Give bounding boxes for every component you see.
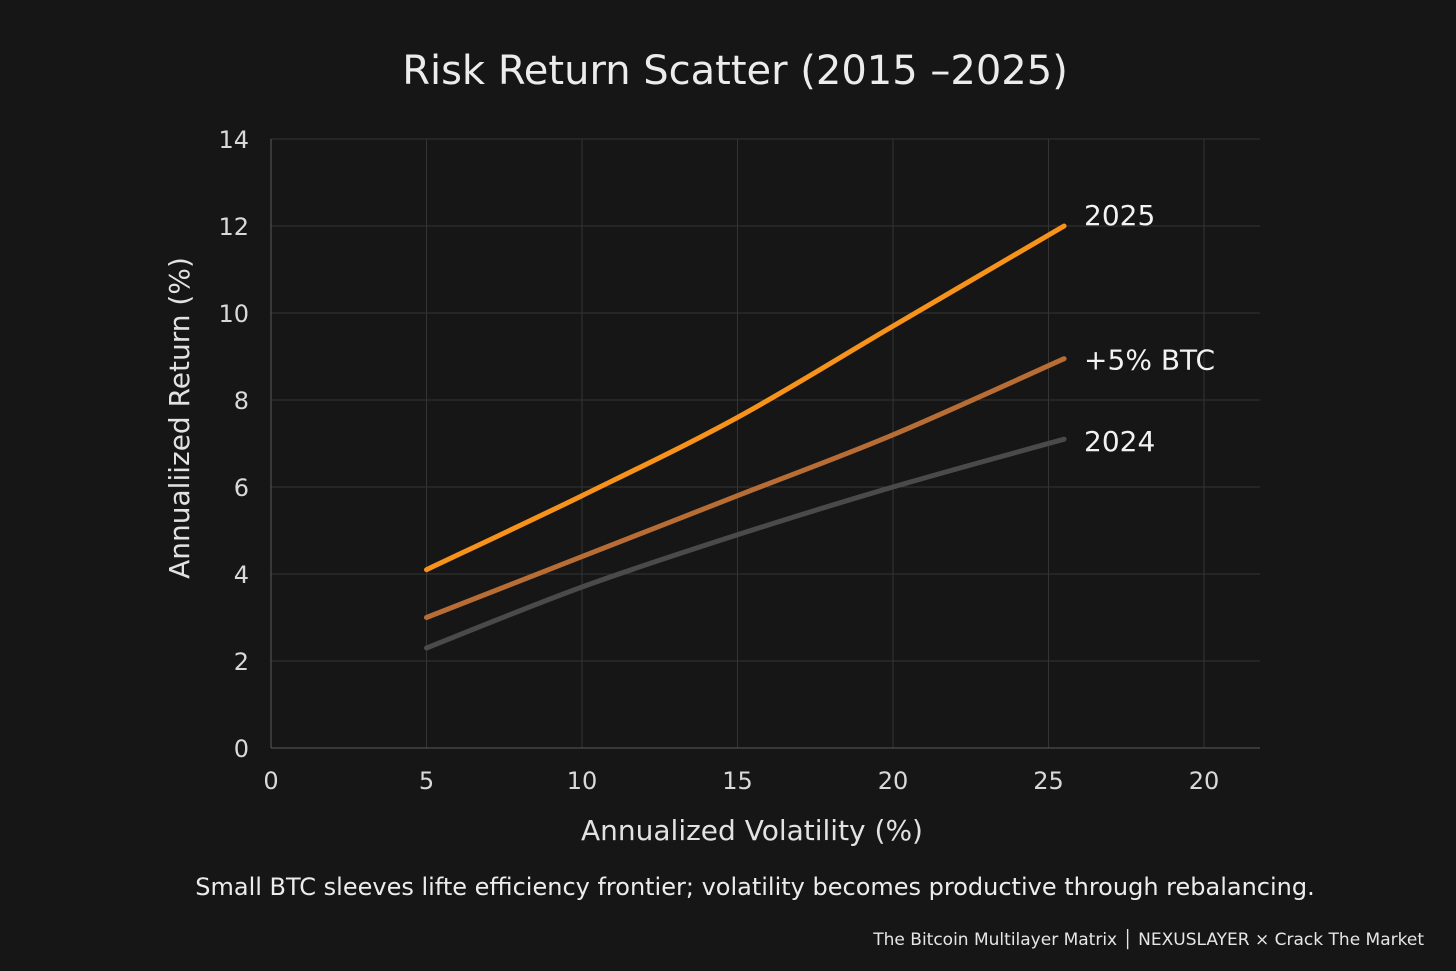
series-line-5-btc xyxy=(424,356,1067,620)
y-tick-label: 2 xyxy=(234,648,249,676)
y-tick-labels: 0 2 4 6 8 10 12 14 xyxy=(218,126,249,763)
x-tick-label: 20 xyxy=(878,767,909,795)
y-tick-label: 6 xyxy=(234,474,249,502)
y-tick-label: 12 xyxy=(218,213,249,241)
x-tick-labels: 0 5 10 15 20 25 20 xyxy=(263,767,1219,795)
x-tick-label: 20 xyxy=(1189,767,1220,795)
y-tick-label: 14 xyxy=(218,126,249,154)
axes xyxy=(270,139,1260,749)
series-line-2024 xyxy=(424,436,1067,651)
series-label-2025: 2025 xyxy=(1084,199,1155,232)
series-labels: 2024 +5% BTC 2025 xyxy=(1084,199,1215,458)
x-tick-label: 5 xyxy=(419,767,434,795)
x-axis-label: Annualized Volatility (%) xyxy=(581,814,923,847)
y-tick-label: 0 xyxy=(234,735,249,763)
series-label-2024: 2024 xyxy=(1084,425,1155,458)
x-tick-label: 25 xyxy=(1033,767,1064,795)
y-tick-label: 8 xyxy=(234,387,249,415)
x-tick-label: 15 xyxy=(722,767,753,795)
chart-title: Risk Return Scatter (2015 –2025) xyxy=(402,48,1068,94)
series-lines xyxy=(424,223,1067,651)
series-line-2025 xyxy=(424,223,1067,573)
chart-caption: Small BTC sleeves lifte efficiency front… xyxy=(195,873,1314,901)
x-tick-label: 0 xyxy=(263,767,278,795)
y-tick-label: 10 xyxy=(218,300,249,328)
y-tick-label: 4 xyxy=(234,561,249,589)
chart-footer: The Bitcoin Multilayer Matrix │ NEXUSLAY… xyxy=(872,929,1424,950)
x-tick-label: 10 xyxy=(567,767,598,795)
series-label-5-btc: +5% BTC xyxy=(1084,344,1215,377)
y-axis-label: Annualiized Return (%) xyxy=(163,257,196,579)
